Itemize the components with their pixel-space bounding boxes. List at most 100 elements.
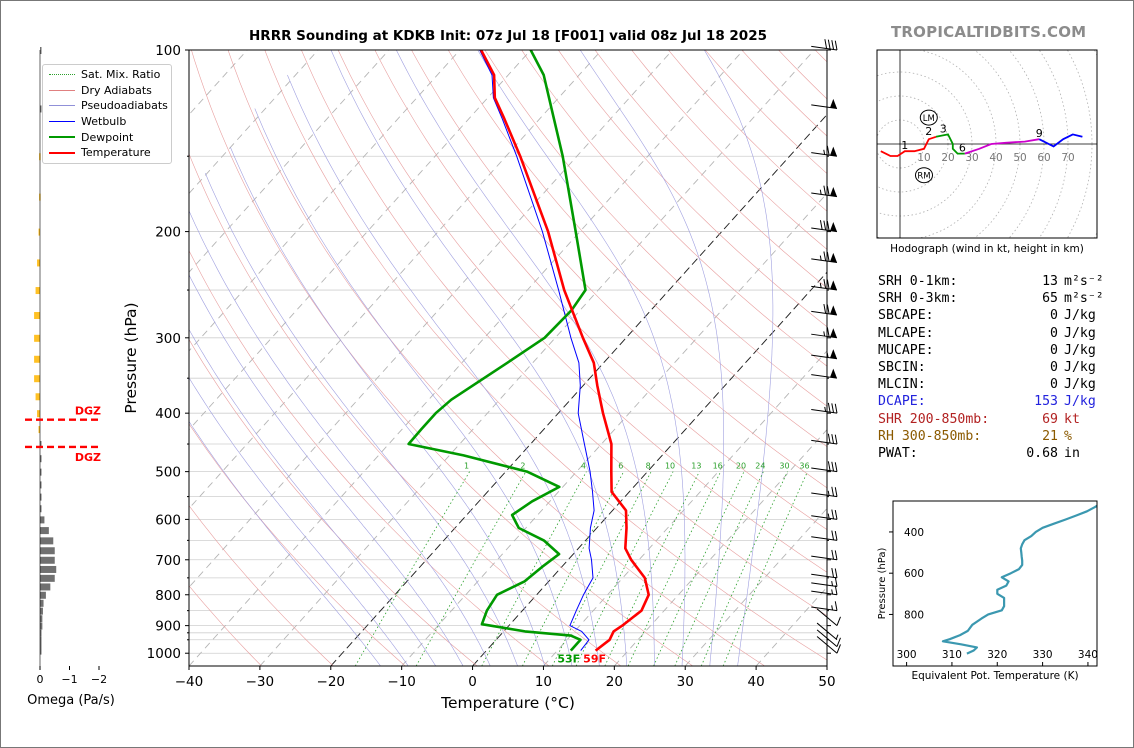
storm-motion-label: RM [917,172,930,182]
wind-barb [811,402,838,414]
mixing-ratio-line [700,471,788,666]
stat-row: SRH 0-3km: 65 m²s⁻² [878,290,1104,307]
hodograph-trace [1038,133,1083,148]
stat-unit: m²s⁻² [1064,274,1104,289]
stat-unit: J/kg [1064,308,1096,324]
stat-row: SBCIN: 0 J/kg [878,359,1104,376]
pseudoadiabat [230,147,546,666]
stat-label: SRH 0-1km: [878,274,958,289]
mixing-ratio-label: 16 [713,462,723,471]
x-tick-label: 40 [748,674,765,690]
y-tick-label: 900 [155,619,181,635]
stat-label: SBCAPE: [878,308,934,324]
mixing-ratio-label: 20 [736,462,746,471]
theta-e-x-tick-label: 300 [897,649,917,661]
isotherm-line [543,350,827,666]
mixing-ratio-line [354,471,470,666]
stat-unit: m²s⁻² [1064,291,1104,307]
wind-barb [811,461,838,473]
hodograph-height-label: 6 [959,142,966,155]
stat-row: SHR 200-850mb: 69 kt [878,411,1104,428]
mixing-ratio-line [551,471,652,666]
x-tick-label: 0 [468,674,477,690]
wind-barb [811,39,838,51]
mixing-ratio-label: 4 [581,462,586,471]
legend: Sat. Mix. Ratio Dry Adiabats Pseudoadiabat… [42,64,172,164]
mixing-ratio-line [674,471,764,666]
dgz-label: DGZ [75,405,101,418]
wind-barb [811,601,838,612]
wind-barb [811,251,838,263]
omega-bar [40,105,42,113]
hodograph-ring-label: 60 [1037,152,1050,164]
stat-value: 0 [1050,377,1058,393]
surface-temperature-label: 59F [583,653,606,666]
mixing-ratio-label: 10 [665,462,675,471]
omega-bar [40,481,42,489]
stat-value: 21 [1042,428,1058,444]
hodograph-trace [880,135,937,157]
storm-motion-marker [915,167,933,184]
mixing-ratio-line [627,471,722,666]
mixing-ratio-label: 2 [520,462,525,471]
omega-bar [38,228,41,236]
stat-unit: J/kg [1064,377,1096,393]
legend-label: Wetbulb [81,115,127,129]
wind-barb [811,486,838,498]
dry-adiabat [594,50,827,289]
dry-adiabat [191,50,693,666]
isotherm-line [189,50,673,588]
mixing-ratio-line [604,471,700,666]
x-tick-label: −40 [175,674,204,690]
hodograph-height-label: 1 [901,139,908,152]
omega-bar [35,393,40,401]
omega-bar [40,622,43,630]
pseudoadiabat [189,209,491,666]
omega-bar [40,591,46,599]
wind-barb [811,549,838,561]
legend-swatch [49,121,75,123]
omega-bar [40,615,43,623]
stat-label: MUCAPE: [878,342,934,358]
theta-e-y-tick-label: 400 [904,527,924,539]
stat-unit: kt [1064,411,1080,427]
y-tick-label: 300 [155,331,181,347]
dry-adiabat [189,423,406,666]
wetbulb-trace [479,50,595,651]
omega-bar [40,599,44,607]
wind-barb [811,368,838,379]
omega-bar [34,312,40,320]
stat-label: PWAT: [878,445,918,461]
dry-adiabat [189,338,478,666]
omega-bar [34,375,40,383]
dry-adiabat [558,50,827,328]
omega-bar [35,287,40,295]
stat-value: 69 [1042,411,1058,427]
wind-barb [811,185,838,198]
stat-row: MUCAPE: 0 J/kg [878,342,1104,359]
wind-barb [811,577,838,587]
isotherm-line [189,50,532,431]
wind-barb [816,629,841,647]
wind-barb [816,622,839,641]
pseudoadiabat [579,50,724,666]
legend-item: Sat. Mix. Ratio [43,67,171,83]
mixing-ratio-label: 36 [799,462,809,471]
hodograph-height-label: 3 [940,122,947,135]
hodograph-trace [964,138,1040,155]
hodograph-ring-label: 40 [989,152,1002,164]
mixing-ratio-label: 1 [464,462,469,471]
y-tick-label: 700 [155,553,181,569]
legend-item: Dry Adiabats [43,83,171,99]
legend-swatch [49,74,75,76]
legend-label: Dewpoint [81,130,134,144]
legend-label: Dry Adiabats [81,83,152,97]
omega-bar [40,441,42,449]
isotherm-line [684,507,827,666]
y-tick-label: 600 [155,512,181,528]
stat-unit: J/kg [1064,325,1096,341]
omega-bar [34,334,40,342]
hodograph: 10 20 30 40 50 60 70 1 2 36 9 LM RM Hodograph (wind i… [876,49,1098,255]
